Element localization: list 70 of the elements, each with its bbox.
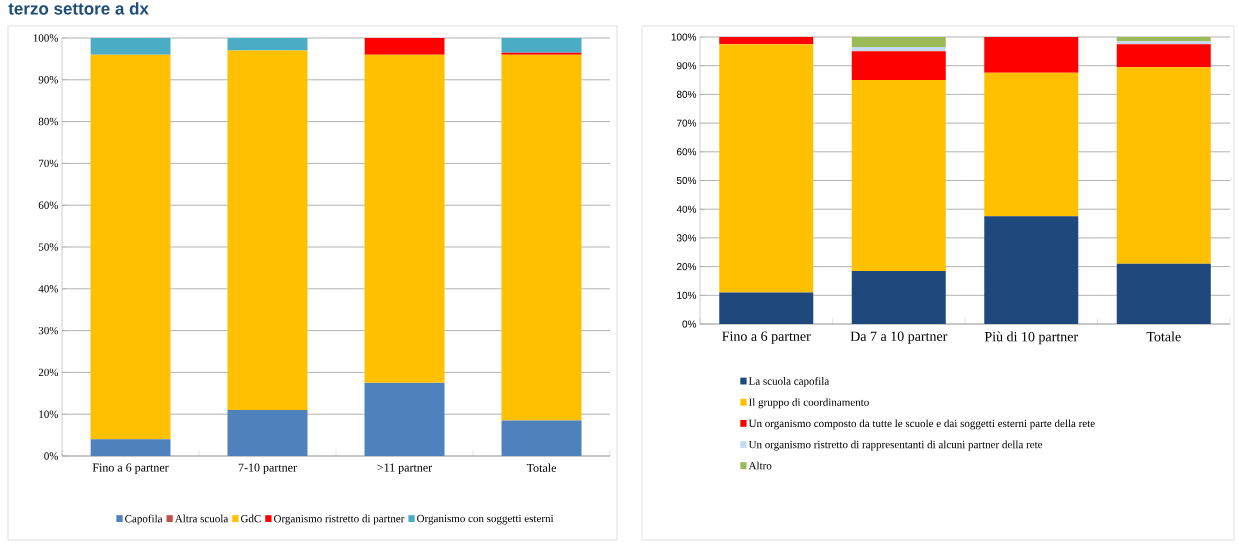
y-tick-label: 0% <box>682 320 697 328</box>
y-tick-label: 10% <box>677 291 697 299</box>
bar <box>1116 41 1211 45</box>
bar <box>851 80 946 271</box>
legend-label: GdC <box>240 514 261 523</box>
legend-label: Capofila <box>125 514 163 525</box>
bar <box>227 410 308 456</box>
y-tick-label: 0% <box>44 452 59 460</box>
x-tick-label: Più di 10 partner <box>984 331 1078 345</box>
x-tick-label: >11 partner <box>377 463 433 475</box>
bar <box>984 216 1079 324</box>
x-tick-label: Da 7 a 10 partner <box>850 331 948 344</box>
bar <box>1116 67 1211 264</box>
y-tick-label: 10% <box>39 410 59 418</box>
y-tick-label: 50% <box>676 176 697 185</box>
legend-label: La scuola capofila <box>748 376 830 388</box>
legend-label: Altro <box>748 461 772 470</box>
x-tick-label: 7-10 partner <box>238 463 297 475</box>
y-tick-label: 90% <box>38 76 59 84</box>
legend-label: Un organismo composto da tutte le scuole e dai soggetti esterni parte della rete <box>748 419 1095 430</box>
bar <box>1116 37 1211 42</box>
bar <box>90 439 171 456</box>
legend-label: Un organismo ristretto di rappresentanti di alcuni partner della rete <box>748 440 1043 451</box>
y-tick-label: 70% <box>676 119 697 127</box>
y-tick-label: 40% <box>676 205 697 213</box>
bar <box>851 47 946 52</box>
y-tick-label: 20% <box>676 263 697 271</box>
bar <box>984 37 1079 73</box>
x-tick-label: Fino a 6 partner <box>722 331 811 344</box>
y-tick-label: 20% <box>38 368 59 377</box>
bar <box>501 420 582 456</box>
bar <box>851 37 946 48</box>
bar <box>851 270 946 324</box>
bar <box>227 50 308 411</box>
y-tick-label: 50% <box>38 243 59 251</box>
legend-label: Organismo ristretto di partner <box>273 514 405 525</box>
legend-label: Organismo con soggetti esterni <box>417 514 554 525</box>
bar <box>501 54 582 421</box>
bar <box>1116 44 1211 68</box>
y-tick-label: 30% <box>38 326 59 335</box>
y-tick-label: 70% <box>39 159 59 168</box>
bar <box>90 54 171 440</box>
y-tick-label: 30% <box>676 234 697 242</box>
bar <box>984 72 1079 217</box>
legend-label: Il gruppo di coordinamento <box>748 398 869 409</box>
y-tick-label: 100% <box>671 33 697 41</box>
x-tick-label: Fino a 6 partner <box>92 463 169 475</box>
chart-title: terzo settore a dx <box>8 2 149 15</box>
bar <box>501 37 582 53</box>
legend-label: Altra scuola <box>174 514 229 523</box>
y-tick-label: 60% <box>38 201 59 209</box>
bar <box>501 52 582 55</box>
y-tick-label: 90% <box>676 62 697 70</box>
y-tick-label: 100% <box>33 34 59 42</box>
bar <box>90 37 171 55</box>
y-tick-label: 40% <box>38 285 59 293</box>
y-tick-label: 80% <box>676 90 697 98</box>
bar <box>851 51 946 81</box>
bar <box>719 292 814 324</box>
bar <box>227 37 308 51</box>
bar <box>364 382 445 456</box>
bar <box>719 44 814 293</box>
y-tick-label: 80% <box>38 117 59 126</box>
bar <box>364 37 445 55</box>
x-tick-label: Totale <box>1146 331 1181 342</box>
bar <box>1116 263 1211 324</box>
bar <box>364 54 445 383</box>
y-tick-label: 60% <box>676 148 697 156</box>
x-tick-label: Totale <box>526 463 557 472</box>
bar <box>719 37 814 45</box>
